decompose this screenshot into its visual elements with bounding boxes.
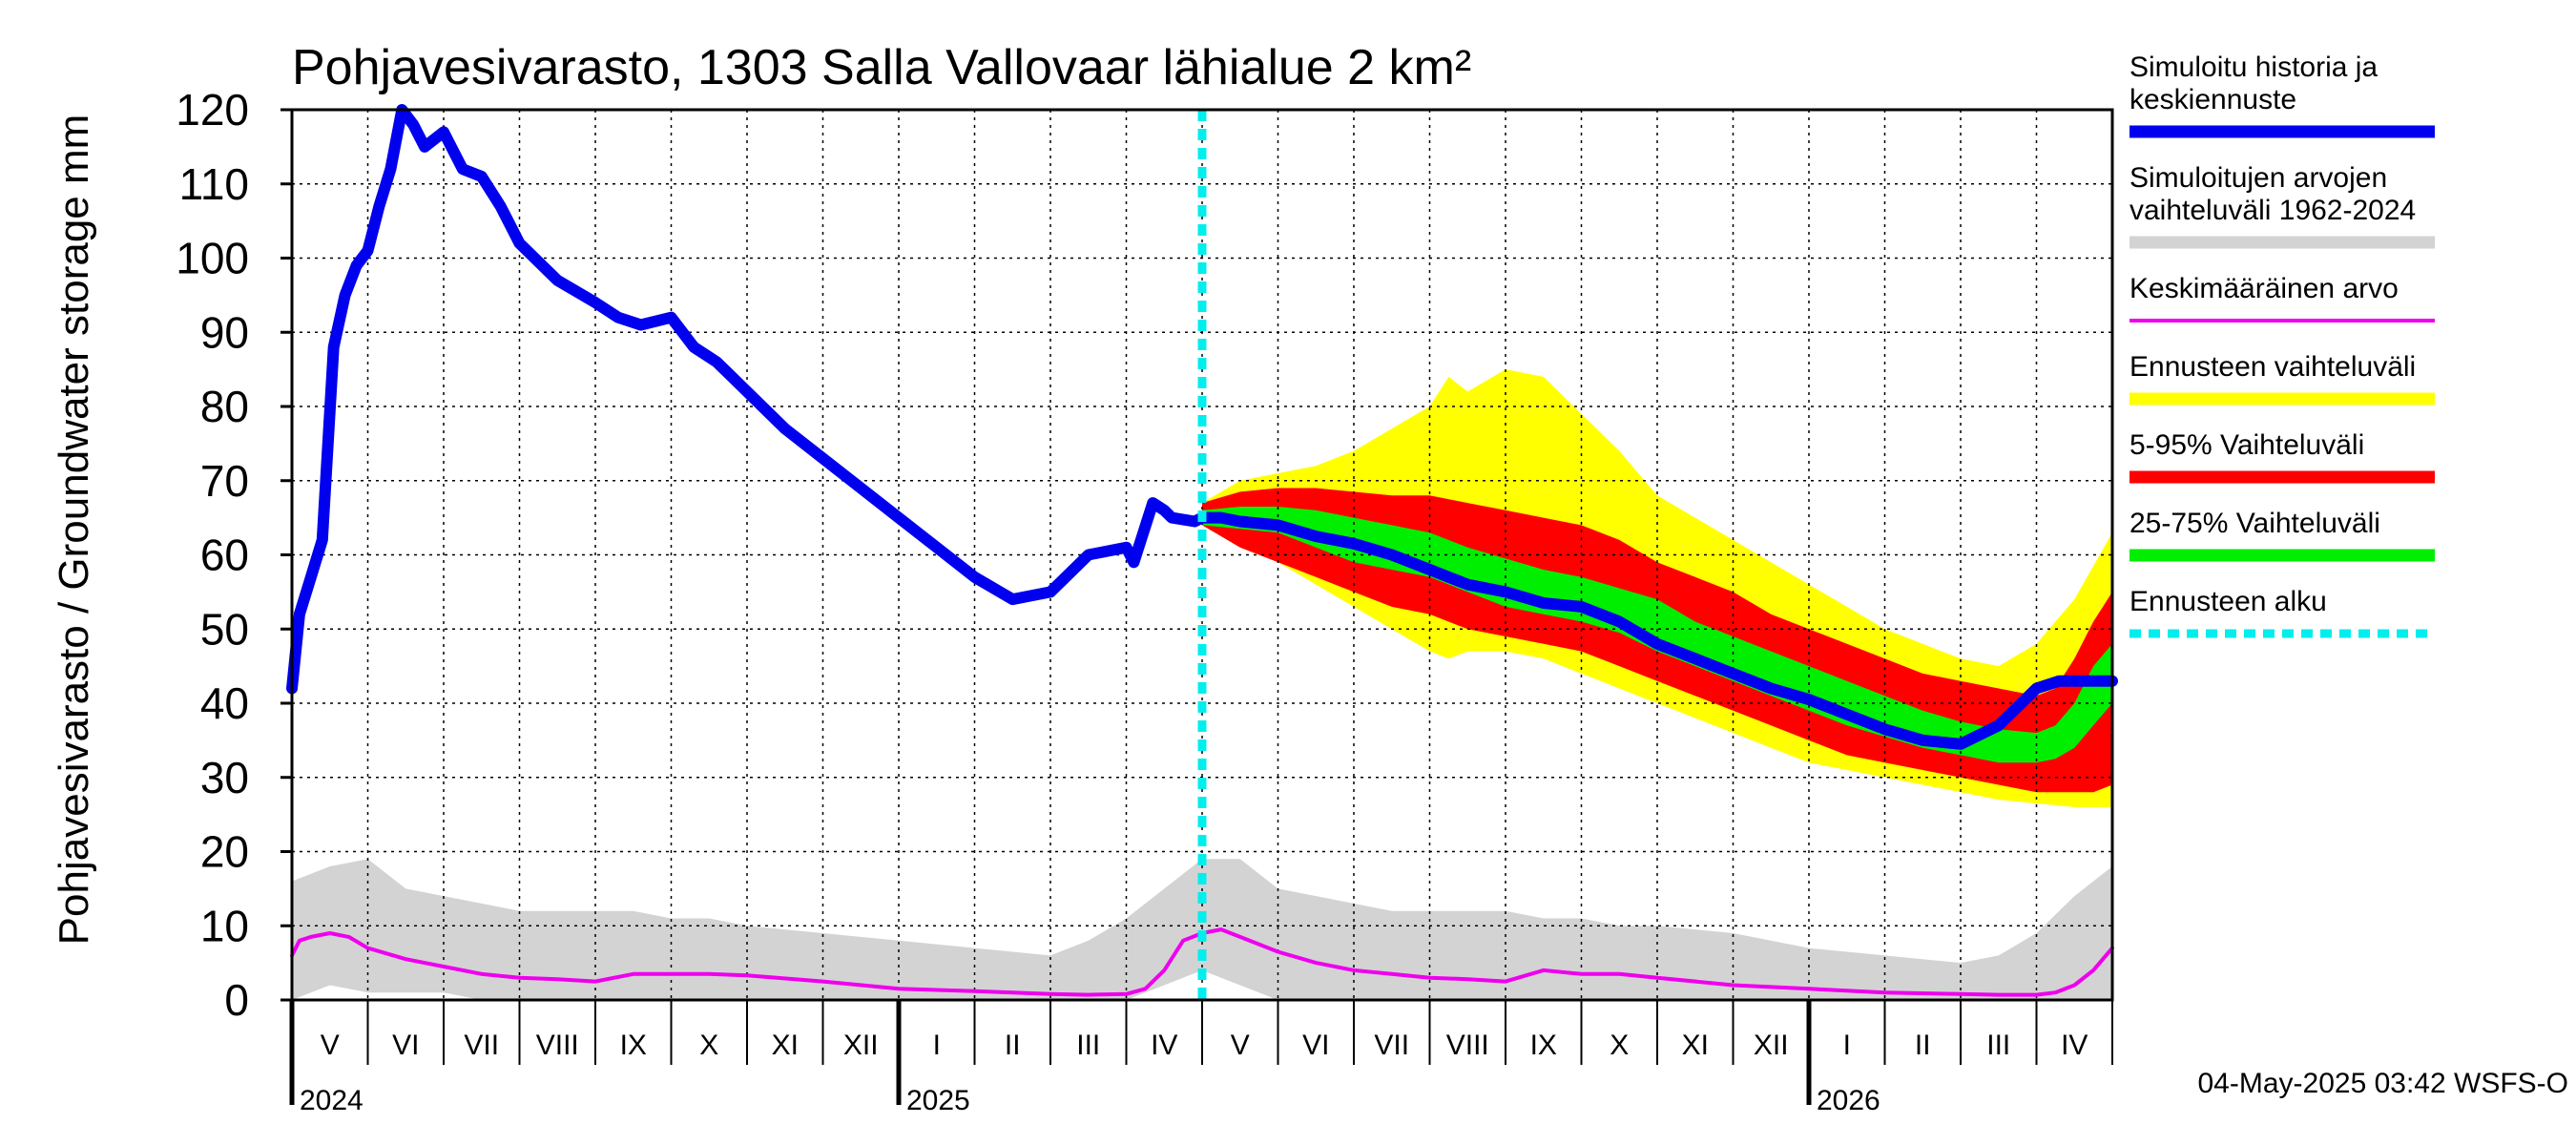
legend-label: Simuloitu historia ja (2129, 52, 2378, 83)
y-tick-label: 90 (200, 307, 249, 357)
y-tick-label: 80 (200, 382, 249, 431)
month-label: IV (1151, 1030, 1177, 1061)
month-label: III (1986, 1030, 2010, 1061)
month-label: XII (1754, 1030, 1789, 1061)
legend-label: 25-75% Vaihteluväli (2129, 508, 2380, 539)
y-tick-label: 100 (176, 234, 249, 283)
mean-value-line (290, 927, 2114, 997)
month-label: VIII (1446, 1030, 1489, 1061)
month-label: XII (843, 1030, 879, 1061)
y-tick-label: 110 (179, 159, 249, 209)
month-label: XI (1682, 1030, 1709, 1061)
month-label: V (1231, 1030, 1250, 1061)
legend-label: Simuloitujen arvojen (2129, 162, 2387, 194)
month-label: X (699, 1030, 718, 1061)
chart-title: Pohjavesivarasto, 1303 Salla Vallovaar l… (292, 40, 1471, 95)
y-tick-label: 70 (200, 456, 249, 506)
month-label: V (321, 1030, 340, 1061)
timestamp-footer: 04-May-2025 03:42 WSFS-O (2198, 1068, 2569, 1099)
legend-label: Ennusteen vaihteluväli (2129, 351, 2416, 383)
month-label: VII (464, 1030, 499, 1061)
month-label: VI (1302, 1030, 1329, 1061)
history-forecast-line (286, 104, 2118, 750)
y-tick-label: 10 (200, 901, 249, 950)
month-label: XI (772, 1030, 799, 1061)
month-label: X (1610, 1030, 1629, 1061)
month-label: II (1005, 1030, 1021, 1061)
legend-label: keskiennuste (2129, 84, 2296, 115)
year-label: 2025 (906, 1085, 970, 1116)
month-label: IX (1530, 1030, 1557, 1061)
legend-label: 5-95% Vaihteluväli (2129, 429, 2364, 461)
legend-label: Ennusteen alku (2129, 586, 2327, 617)
y-tick-label: 60 (200, 531, 249, 580)
year-label: 2024 (300, 1085, 364, 1116)
month-label: IX (620, 1030, 647, 1061)
y-tick-label: 40 (200, 678, 249, 728)
legend-label: Keskimääräinen arvo (2129, 273, 2399, 304)
legend-label: vaihteluväli 1962-2024 (2129, 195, 2416, 226)
y-tick-label: 20 (200, 827, 249, 877)
month-label: III (1076, 1030, 1100, 1061)
plot-area (286, 104, 2118, 1001)
month-label: I (1843, 1030, 1851, 1061)
month-label: VI (392, 1030, 419, 1061)
y-tick-label: 50 (200, 604, 249, 654)
y-tick-label: 30 (200, 753, 249, 802)
month-label: II (1915, 1030, 1931, 1061)
month-label: IV (2061, 1030, 2088, 1061)
y-tick-label: 0 (224, 975, 249, 1025)
y-tick-label: 120 (176, 85, 249, 135)
month-label: VIII (536, 1030, 579, 1061)
month-label: VII (1374, 1030, 1409, 1061)
year-label: 2026 (1817, 1085, 1880, 1116)
y-axis-label: Pohjavesivarasto / Groundwater storage m… (51, 114, 97, 946)
month-label: I (933, 1030, 941, 1061)
